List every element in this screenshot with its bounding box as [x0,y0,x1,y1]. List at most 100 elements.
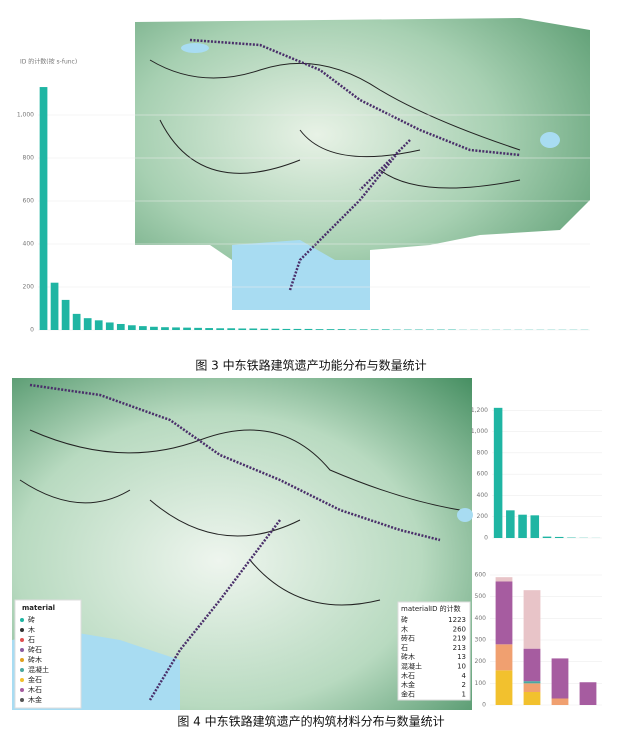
legend-marker [20,688,24,692]
legend-marker [20,638,24,642]
bar-segment [523,683,541,692]
y-tick-label: 600 [477,471,489,478]
y-tick-label: 600 [475,572,487,579]
y-tick-label: 400 [23,241,35,248]
bar-segment [523,681,541,684]
y-tick-label: 200 [23,284,35,291]
table-cell: 混凝土 [401,662,422,671]
bar [150,326,158,330]
table-cell: 木 [401,624,408,633]
legend-marker [20,658,24,662]
y-tick-label: 800 [477,449,489,456]
legend-label: 砖 [28,615,35,624]
bar [326,329,335,330]
table-cell: 木金 [401,680,415,689]
y-tick-label: 400 [477,492,489,499]
bar [381,329,390,330]
bar [227,328,236,330]
table-cell: 260 [453,625,466,633]
bar [216,328,225,330]
legend-label: 砖木 [28,655,42,664]
bar [304,328,313,330]
table-cell: 金石 [401,689,415,698]
legend-label: 金石 [28,675,42,684]
bar [205,328,213,330]
table-header: ID 的计数 [430,604,461,613]
bar-segment [579,682,597,705]
bar [271,328,280,330]
y-tick-label: 300 [475,637,487,644]
bar-segment [495,581,513,645]
legend-marker [20,678,24,682]
y-tick-label: 0 [30,327,34,334]
bar [315,329,324,330]
table-cell: 13 [457,653,466,661]
map-figure-4 [12,378,473,710]
bar [172,327,180,330]
legend-marker [20,648,24,652]
bar-segment [495,577,513,582]
table-cell: 213 [453,644,466,652]
table-cell: 砖石 [401,634,415,643]
bar [238,328,247,330]
bar [359,329,368,330]
bar [127,325,136,330]
bar [39,87,48,330]
bar [116,323,125,330]
bar-segment [495,670,513,705]
bar [249,328,258,330]
y-tick-label: 600 [23,198,35,205]
bar [493,407,503,538]
bar-segment [523,590,541,649]
y-tick-label: 0 [482,702,486,709]
bar [518,514,527,538]
y-tick-label: 400 [475,615,487,622]
bar [542,536,552,538]
bar [94,320,103,330]
bar-segment [495,644,513,671]
legend-marker [20,698,24,702]
bar [161,327,169,330]
bar [61,299,70,330]
bar [50,282,59,330]
legend-marker [20,618,24,622]
legend-label: 木 [28,625,35,634]
legend-label: 木石 [28,685,42,694]
table-cell: 10 [457,663,466,671]
table-box [397,601,471,701]
table-header: material [401,605,430,613]
bar-segment [551,698,569,705]
legend-label: 砖石 [28,645,42,654]
bar [183,327,191,330]
bar [282,328,291,330]
table-cell: 砖木 [401,652,415,661]
y-tick-label: 100 [475,680,487,687]
table-cell: 219 [453,635,466,643]
caption: 图 4 中东铁路建筑遗产的构筑材料分布与数量统计 [177,714,444,729]
y-tick-label: 200 [477,513,489,520]
bar-segment [523,692,541,705]
y-tick-label: 500 [475,593,487,600]
table-cell: 砖 [401,615,408,624]
legend-marker [20,628,24,632]
bar [293,328,302,330]
y-tick-label: 1,000 [471,428,488,435]
bar-segment [551,658,569,699]
legend-box [14,599,82,709]
bar [105,322,114,330]
table-cell: 4 [462,672,467,680]
bar [337,329,346,330]
y-tick-label: 1,200 [471,407,488,414]
legend-title: material [22,604,55,612]
y-tick-label: 1,000 [17,112,34,119]
bar [348,329,357,330]
y-tick-label: 800 [23,155,35,162]
legend-marker [20,668,24,672]
bar [260,328,269,330]
table-cell: 2 [462,681,466,689]
bar-segment [523,648,541,682]
map-figure-3 [135,18,590,310]
table-cell: 石 [401,644,408,652]
